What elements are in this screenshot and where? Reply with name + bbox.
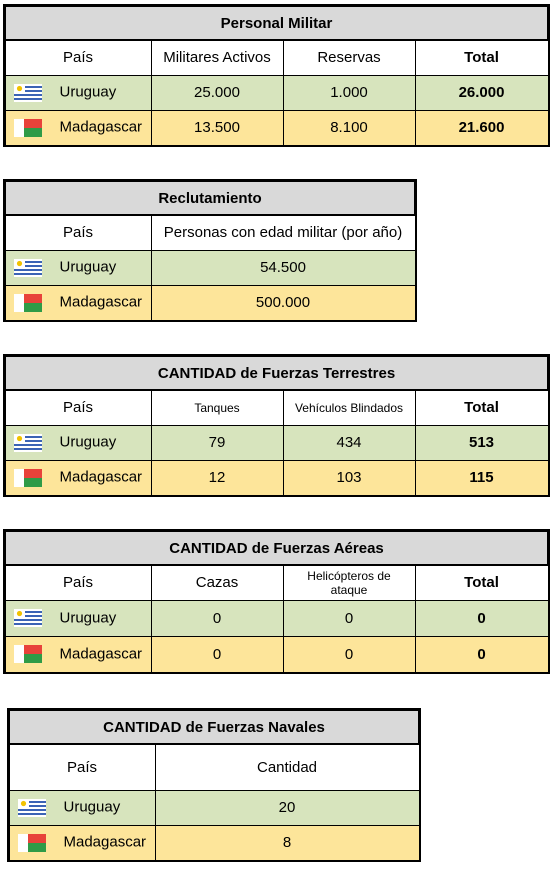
value-cell: 500.000 bbox=[150, 284, 416, 321]
header-pais: País bbox=[4, 564, 152, 601]
header-reservas: Reservas bbox=[282, 39, 416, 76]
madagascar-flag-icon bbox=[14, 469, 42, 487]
value-cell: 0 bbox=[150, 599, 284, 637]
value-cell: 0 bbox=[282, 599, 416, 637]
value-cell: 79 bbox=[150, 424, 284, 461]
uruguay-flag-icon bbox=[18, 799, 46, 817]
value-cell: 0 bbox=[282, 635, 416, 673]
value-cell: 25.000 bbox=[150, 74, 284, 111]
country-cell: Uruguay bbox=[8, 789, 156, 826]
country-cell: Uruguay bbox=[4, 424, 152, 461]
country-name: Uruguay bbox=[59, 259, 117, 277]
table-title: CANTIDAD de Fuerzas Aéreas bbox=[3, 530, 550, 566]
total-cell: 0 bbox=[414, 599, 549, 637]
header-total: Total bbox=[414, 564, 549, 601]
header-total: Total bbox=[414, 39, 549, 76]
country-cell: Uruguay bbox=[4, 74, 152, 111]
header-pais: País bbox=[4, 389, 152, 426]
reclutamiento-table: Reclutamiento País Personas con edad mil… bbox=[2, 179, 418, 322]
value-cell: 12 bbox=[150, 459, 284, 496]
fuerzas-terrestres-table: CANTIDAD de Fuerzas Terrestres País Tanq… bbox=[2, 354, 551, 497]
header-tanques: Tanques bbox=[150, 389, 284, 426]
total-cell: 21.600 bbox=[414, 109, 549, 146]
value-cell: 13.500 bbox=[150, 109, 284, 146]
country-cell: Madagascar bbox=[4, 459, 152, 496]
country-name: Uruguay bbox=[59, 434, 117, 452]
header-personas-edad-militar: Personas con edad militar (por año) bbox=[150, 214, 416, 251]
country-cell: Uruguay bbox=[4, 249, 152, 286]
header-pais: País bbox=[4, 214, 152, 251]
value-cell: 54.500 bbox=[150, 249, 416, 286]
table-title: Reclutamiento bbox=[3, 180, 417, 216]
fuerzas-navales-table: CANTIDAD de Fuerzas Navales País Cantida… bbox=[6, 708, 422, 862]
header-total: Total bbox=[414, 389, 549, 426]
country-cell: Madagascar bbox=[8, 824, 156, 861]
country-cell: Madagascar bbox=[4, 284, 152, 321]
total-cell: 513 bbox=[414, 424, 549, 461]
country-name: Uruguay bbox=[63, 799, 121, 817]
uruguay-flag-icon bbox=[14, 609, 42, 627]
value-cell: 8.100 bbox=[282, 109, 416, 146]
country-name: Madagascar bbox=[63, 834, 147, 852]
fuerzas-aereas-table: CANTIDAD de Fuerzas Aéreas País Cazas He… bbox=[2, 529, 551, 674]
country-name: Uruguay bbox=[59, 609, 117, 627]
value-cell: 1.000 bbox=[282, 74, 416, 111]
country-cell: Uruguay bbox=[4, 599, 152, 637]
country-cell: Madagascar bbox=[4, 109, 152, 146]
value-cell: 0 bbox=[150, 635, 284, 673]
uruguay-flag-icon bbox=[14, 259, 42, 277]
uruguay-flag-icon bbox=[14, 434, 42, 452]
header-helicopteros-ataque: Helicópteros de ataque bbox=[282, 564, 416, 601]
total-cell: 26.000 bbox=[414, 74, 549, 111]
value-cell: 8 bbox=[154, 824, 420, 861]
total-cell: 0 bbox=[414, 635, 549, 673]
country-name: Madagascar bbox=[59, 645, 143, 663]
country-name: Uruguay bbox=[59, 84, 117, 102]
madagascar-flag-icon bbox=[14, 294, 42, 312]
country-name: Madagascar bbox=[59, 294, 143, 312]
value-cell: 434 bbox=[282, 424, 416, 461]
uruguay-flag-icon bbox=[14, 84, 42, 102]
header-vehiculos-blindados: Vehículos Blindados bbox=[282, 389, 416, 426]
table-title: Personal Militar bbox=[3, 5, 550, 41]
table-title: CANTIDAD de Fuerzas Terrestres bbox=[3, 355, 550, 391]
header-cantidad: Cantidad bbox=[154, 743, 420, 791]
personal-militar-table: Personal Militar País Militares Activos … bbox=[2, 4, 551, 147]
value-cell: 103 bbox=[282, 459, 416, 496]
table-title: CANTIDAD de Fuerzas Navales bbox=[7, 709, 421, 745]
header-cazas: Cazas bbox=[150, 564, 284, 601]
country-name: Madagascar bbox=[59, 119, 143, 137]
total-cell: 115 bbox=[414, 459, 549, 496]
country-cell: Madagascar bbox=[4, 635, 152, 673]
value-cell: 20 bbox=[154, 789, 420, 826]
madagascar-flag-icon bbox=[18, 834, 46, 852]
header-pais: País bbox=[4, 39, 152, 76]
madagascar-flag-icon bbox=[14, 645, 42, 663]
header-pais: País bbox=[8, 743, 156, 791]
header-militares-activos: Militares Activos bbox=[150, 39, 284, 76]
country-name: Madagascar bbox=[59, 469, 143, 487]
madagascar-flag-icon bbox=[14, 119, 42, 137]
